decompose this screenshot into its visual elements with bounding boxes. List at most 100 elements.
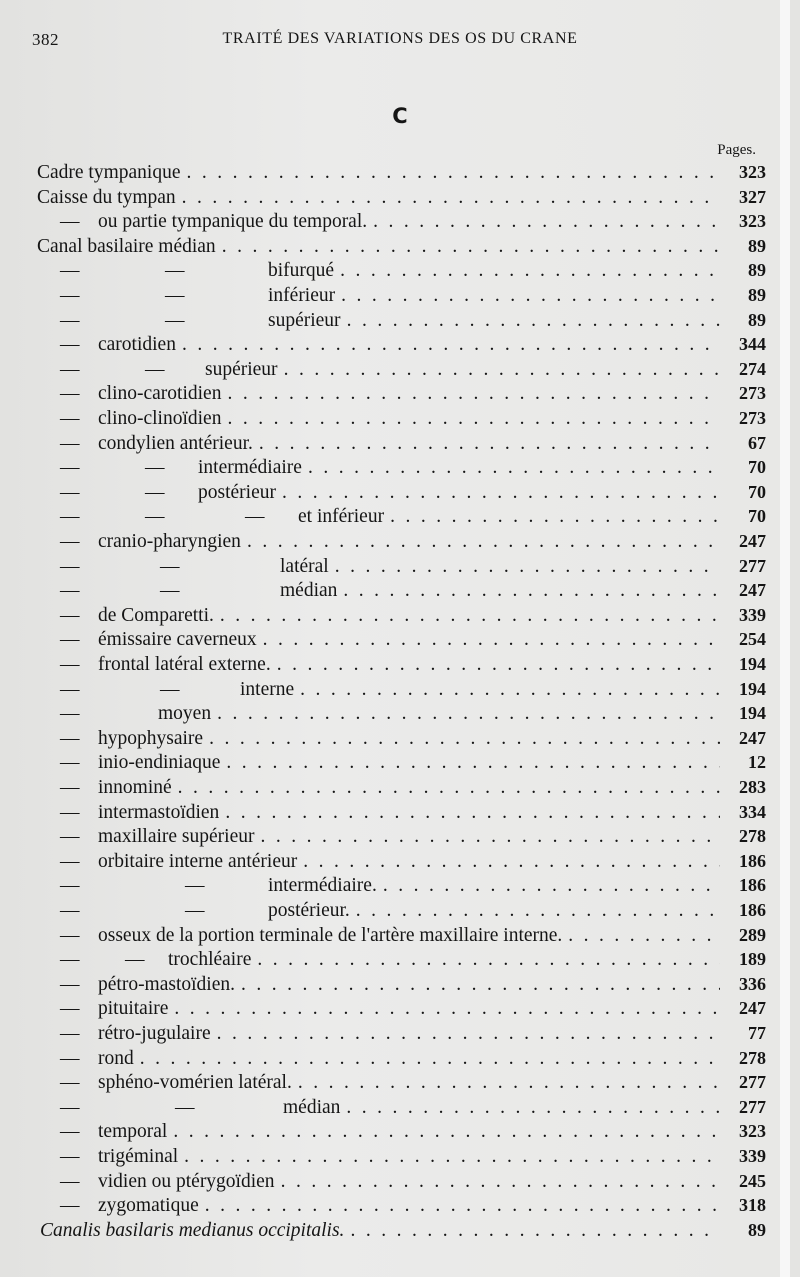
entry-label: intermédiaire. bbox=[268, 875, 377, 897]
index-entry: — frontal latéral externe................… bbox=[0, 652, 800, 677]
dot-leader: ........................................… bbox=[341, 285, 720, 306]
entry-label: orbitaire interne antérieur bbox=[98, 850, 298, 872]
index-entry: — pétro-mastoïdien.......................… bbox=[0, 972, 800, 997]
entry-label: vidien ou ptérygoïdien bbox=[98, 1170, 275, 1192]
index-entry: Canalis basilaris medianus occipitalis..… bbox=[0, 1218, 800, 1243]
dot-leader: ........................................… bbox=[382, 875, 720, 897]
ditto-dash: — bbox=[60, 973, 80, 995]
entry-label: intermastoïdien bbox=[98, 801, 220, 823]
index-entry: — orbitaire interne antérieur............… bbox=[0, 849, 800, 874]
index-entry: — — médian................................… bbox=[0, 578, 800, 603]
entry-label: trigéminal bbox=[98, 1146, 179, 1167]
dot-leader: ........................................… bbox=[204, 1195, 720, 1217]
dot-leader: ........................................… bbox=[219, 604, 720, 626]
dot-leader: ........................................… bbox=[568, 924, 720, 946]
ditto-dash: — bbox=[60, 678, 80, 700]
entry-page-number: 194 bbox=[739, 703, 766, 724]
dot-leader: ........................................… bbox=[209, 727, 720, 749]
page-number: 382 bbox=[32, 30, 59, 49]
ditto-dash: — bbox=[60, 727, 80, 749]
entry-page-number: 323 bbox=[739, 211, 766, 232]
dot-leader: ........................................… bbox=[181, 186, 720, 208]
entry-label: bifurqué bbox=[268, 260, 335, 282]
entry-page-number: 273 bbox=[739, 383, 766, 404]
dot-leader: ........................................… bbox=[303, 850, 720, 872]
ditto-dash: — bbox=[60, 457, 80, 479]
dot-leader: ........................................… bbox=[340, 260, 720, 282]
entry-page-number: 12 bbox=[748, 752, 766, 773]
ditto-dash: — bbox=[60, 334, 80, 356]
index-entry: — moyen..................................… bbox=[0, 701, 800, 726]
ditto-dash: — bbox=[60, 1023, 80, 1044]
entry-page-number: 334 bbox=[739, 801, 766, 822]
entry-page-number: 89 bbox=[748, 260, 766, 281]
index-entry: — rétro-jugulaire........................… bbox=[0, 1021, 800, 1046]
entry-page-number: 70 bbox=[748, 506, 766, 527]
dot-leader: ........................................… bbox=[260, 826, 720, 848]
ditto-dash: — bbox=[60, 531, 80, 552]
ditto-dash: — bbox=[60, 580, 80, 602]
entry-page-number: 245 bbox=[739, 1170, 766, 1191]
entry-page-number: 194 bbox=[739, 654, 766, 674]
ditto-dash: — bbox=[165, 285, 185, 306]
ditto-dash: — bbox=[60, 1195, 80, 1217]
entry-label: trochléaire bbox=[168, 949, 252, 971]
dot-leader: ........................................… bbox=[280, 1170, 720, 1192]
entry-page-number: 186 bbox=[739, 850, 766, 871]
entry-label: rond bbox=[98, 1047, 134, 1069]
index-entry: — — supérieur.............................… bbox=[0, 308, 800, 333]
entry-label: latéral bbox=[280, 555, 329, 577]
entry-label: frontal latéral externe. bbox=[98, 654, 271, 675]
entry-label: condylien antérieur. bbox=[98, 432, 253, 454]
dot-leader: ........................................… bbox=[390, 506, 720, 528]
index-entry: — clino-carotidien.......................… bbox=[0, 381, 800, 406]
ditto-dash: — bbox=[60, 629, 80, 651]
ditto-dash: — bbox=[60, 1170, 80, 1192]
ditto-dash: — bbox=[160, 555, 180, 577]
ditto-dash: — bbox=[60, 309, 80, 331]
entry-page-number: 289 bbox=[739, 924, 766, 945]
entry-label: supérieur bbox=[205, 358, 278, 380]
dot-leader: ........................................… bbox=[258, 432, 720, 454]
dot-leader: ........................................… bbox=[334, 555, 720, 577]
ditto-dash: — bbox=[60, 383, 80, 405]
dot-leader: ........................................… bbox=[343, 580, 720, 602]
dot-leader: ........................................… bbox=[241, 973, 720, 995]
dot-leader: ........................................… bbox=[355, 900, 720, 921]
ditto-dash: — bbox=[60, 1072, 80, 1094]
ditto-dash: — bbox=[60, 408, 80, 429]
index-entry: — vidien ou ptérygoïdien.................… bbox=[0, 1169, 800, 1194]
entry-page-number: 70 bbox=[748, 481, 766, 502]
ditto-dash: — bbox=[60, 900, 80, 921]
ditto-dash: — bbox=[60, 1146, 80, 1167]
entry-page-number: 277 bbox=[739, 555, 766, 576]
dot-leader: ........................................… bbox=[300, 678, 720, 700]
dot-leader: ........................................… bbox=[276, 654, 720, 675]
ditto-dash: — bbox=[245, 506, 265, 528]
index-entry: — — intermédiaire.........................… bbox=[0, 455, 800, 480]
entry-page-number: 254 bbox=[739, 629, 766, 650]
entry-page-number: 189 bbox=[739, 949, 766, 970]
entry-page-number: 278 bbox=[739, 1047, 766, 1068]
entry-page-number: 89 bbox=[748, 235, 766, 256]
ditto-dash: — bbox=[160, 580, 180, 602]
dot-leader: ........................................… bbox=[350, 1219, 720, 1241]
index-entry: — — intermédiaire.........................… bbox=[0, 873, 800, 898]
index-entry: — rond...................................… bbox=[0, 1046, 800, 1071]
ditto-dash: — bbox=[145, 506, 165, 528]
index-entry: — cranio-pharyngien......................… bbox=[0, 529, 800, 554]
entry-page-number: 194 bbox=[739, 678, 766, 699]
index-entry: — sphéno-vomérien latéral................… bbox=[0, 1070, 800, 1095]
index-entry: Canal basilaire médian..................… bbox=[0, 234, 800, 259]
ditto-dash: — bbox=[60, 555, 80, 577]
entry-label: sphéno-vomérien latéral. bbox=[98, 1072, 292, 1094]
entry-page-number: 247 bbox=[739, 580, 766, 601]
dot-leader: ........................................… bbox=[307, 457, 720, 479]
entry-label: Canal basilaire médian bbox=[37, 235, 216, 257]
ditto-dash: — bbox=[60, 260, 80, 282]
ditto-dash: — bbox=[175, 1096, 195, 1118]
entry-page-number: 318 bbox=[739, 1195, 766, 1216]
dot-leader: ........................................… bbox=[181, 334, 720, 356]
entry-label: temporal bbox=[98, 1121, 168, 1143]
index-entry: Caisse du tympan........................… bbox=[0, 185, 800, 210]
